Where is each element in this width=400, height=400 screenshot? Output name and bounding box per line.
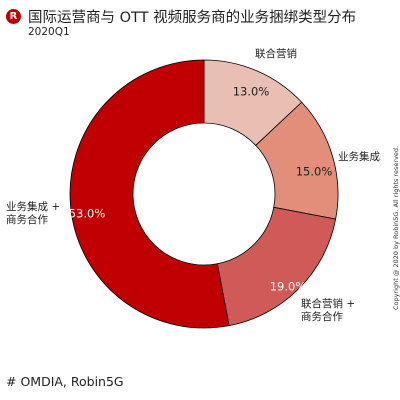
slice-category-label: 联合营销 +商务合作 xyxy=(301,297,355,323)
chart-header: R 国际运营商与 OTT 视频服务商的业务捆绑类型分布 2020Q1 xyxy=(6,6,394,40)
chart-subtitle: 2020Q1 xyxy=(28,26,70,38)
slice-value-label: 19.0% xyxy=(270,280,307,294)
slice-category-label: 业务集成 xyxy=(338,150,380,163)
slice-category-label: 联合营销 xyxy=(255,47,297,60)
copyright-note: Copyright @ 2020 by Robin5G. All rights … xyxy=(392,145,400,310)
slice-value-label: 15.0% xyxy=(296,165,333,179)
slice-value-label: 13.0% xyxy=(233,85,270,99)
slice-value-label: 53.0% xyxy=(69,207,106,221)
slice-category-label: 业务集成 +商务合作 xyxy=(6,200,60,226)
robin5g-logo-icon: R xyxy=(6,9,21,24)
chart-title: 国际运营商与 OTT 视频服务商的业务捆绑类型分布 xyxy=(28,10,357,26)
donut-slice xyxy=(69,59,230,329)
source-note: # OMDIA, Robin5G xyxy=(6,374,124,389)
